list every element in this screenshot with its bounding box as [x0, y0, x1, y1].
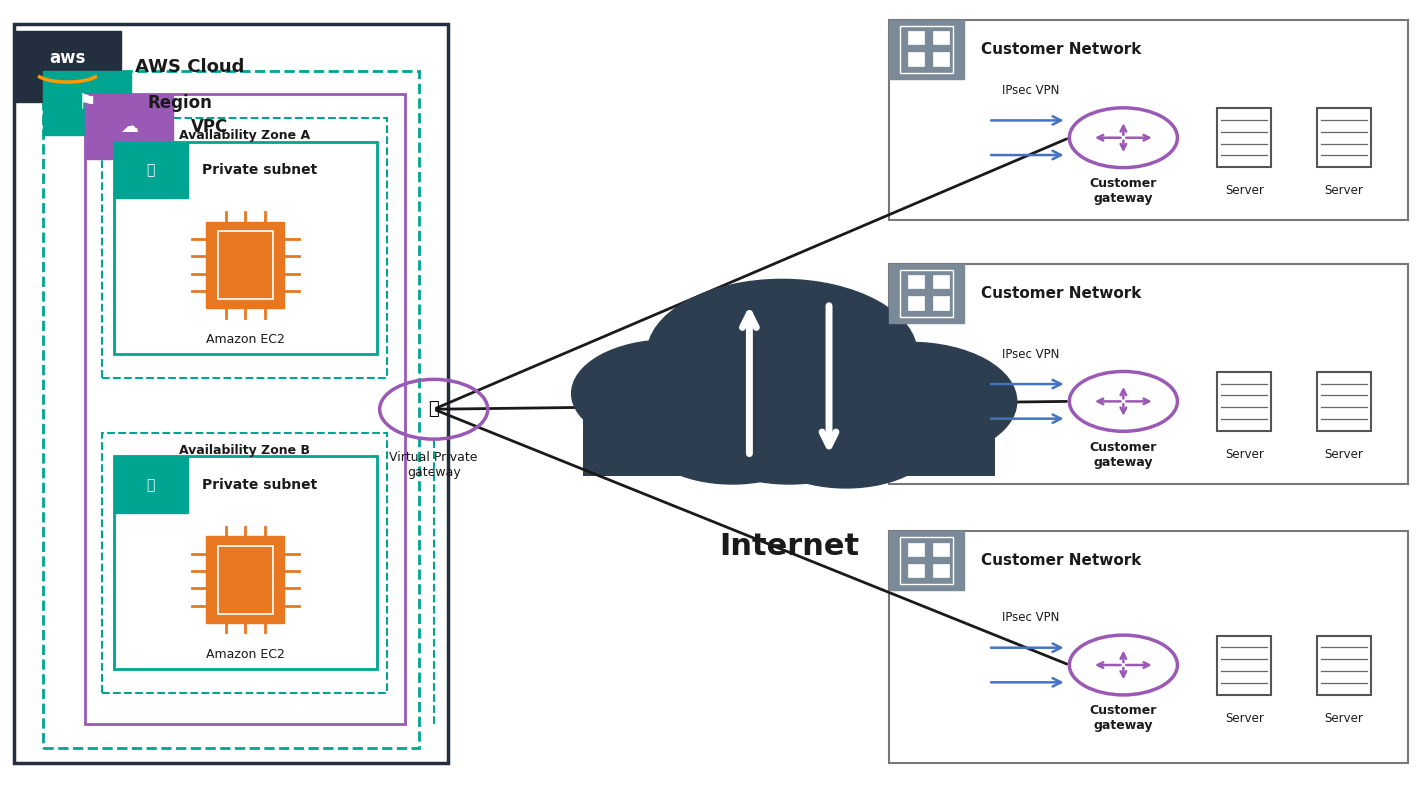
FancyBboxPatch shape [933, 275, 948, 289]
Text: Amazon EC2: Amazon EC2 [206, 648, 284, 661]
FancyBboxPatch shape [889, 20, 964, 79]
Text: Amazon EC2: Amazon EC2 [206, 333, 284, 346]
Text: Customer
gateway: Customer gateway [1089, 704, 1158, 733]
Text: Private subnet: Private subnet [202, 478, 317, 492]
Circle shape [754, 386, 939, 488]
Text: IPsec VPN: IPsec VPN [1003, 348, 1059, 360]
Text: Server: Server [1324, 184, 1364, 198]
FancyBboxPatch shape [933, 31, 948, 45]
Text: Customer Network: Customer Network [981, 42, 1142, 57]
FancyBboxPatch shape [583, 409, 995, 476]
Circle shape [647, 279, 917, 429]
Text: Server: Server [1324, 711, 1364, 725]
FancyBboxPatch shape [909, 53, 924, 66]
FancyBboxPatch shape [909, 297, 924, 309]
Text: Private subnet: Private subnet [202, 163, 317, 177]
FancyBboxPatch shape [85, 94, 173, 159]
FancyBboxPatch shape [909, 564, 924, 578]
Text: Virtual Private
gateway: Virtual Private gateway [390, 451, 478, 479]
Circle shape [572, 340, 765, 447]
Text: VPC: VPC [191, 118, 228, 135]
FancyBboxPatch shape [909, 543, 924, 556]
Text: IPsec VPN: IPsec VPN [1003, 611, 1059, 624]
FancyBboxPatch shape [909, 31, 924, 45]
FancyBboxPatch shape [206, 222, 284, 309]
Text: Customer
gateway: Customer gateway [1089, 441, 1158, 469]
Text: Server: Server [1224, 711, 1264, 725]
Text: Server: Server [1224, 448, 1264, 461]
Text: 🔒: 🔒 [146, 163, 155, 177]
FancyBboxPatch shape [1317, 109, 1371, 168]
FancyBboxPatch shape [14, 31, 121, 102]
FancyBboxPatch shape [1317, 636, 1371, 695]
Text: Server: Server [1224, 184, 1264, 198]
FancyBboxPatch shape [933, 564, 948, 578]
Text: Customer Network: Customer Network [981, 286, 1142, 301]
Text: Region: Region [148, 94, 213, 112]
Text: IPsec VPN: IPsec VPN [1003, 84, 1059, 97]
FancyBboxPatch shape [889, 531, 964, 590]
FancyBboxPatch shape [1317, 372, 1371, 431]
Circle shape [640, 382, 825, 484]
FancyBboxPatch shape [1217, 109, 1271, 168]
FancyBboxPatch shape [1217, 372, 1271, 431]
Text: ⚑: ⚑ [77, 93, 97, 113]
FancyBboxPatch shape [206, 537, 284, 623]
Text: Availability Zone B: Availability Zone B [179, 444, 310, 456]
Text: Customer Network: Customer Network [981, 553, 1142, 568]
Text: Availability Zone A: Availability Zone A [179, 129, 310, 142]
Text: Server: Server [1324, 448, 1364, 461]
Circle shape [803, 342, 1017, 460]
Text: 🔒: 🔒 [146, 478, 155, 492]
FancyBboxPatch shape [933, 53, 948, 66]
Text: aws: aws [50, 50, 85, 68]
FancyBboxPatch shape [933, 297, 948, 309]
Text: ☁: ☁ [121, 118, 138, 135]
FancyBboxPatch shape [114, 456, 188, 513]
FancyBboxPatch shape [114, 142, 188, 198]
Text: Internet: Internet [720, 533, 859, 561]
FancyBboxPatch shape [909, 275, 924, 289]
FancyBboxPatch shape [1217, 636, 1271, 695]
Text: AWS Cloud: AWS Cloud [135, 58, 245, 76]
Text: Customer
gateway: Customer gateway [1089, 177, 1158, 205]
Text: 🔒: 🔒 [428, 401, 439, 418]
FancyBboxPatch shape [933, 543, 948, 556]
Circle shape [690, 374, 889, 484]
FancyBboxPatch shape [889, 264, 964, 323]
FancyBboxPatch shape [43, 71, 131, 135]
